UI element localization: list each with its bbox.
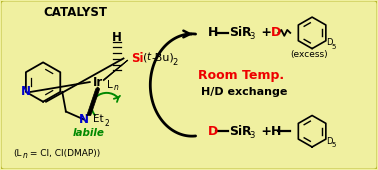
Text: Room Temp.: Room Temp. [198,69,284,82]
Text: Si: Si [132,52,144,65]
Text: H: H [270,125,281,138]
Text: R: R [242,125,251,138]
Text: D: D [326,38,333,47]
Text: (L: (L [13,149,22,158]
Text: H/D exchange: H/D exchange [201,87,287,97]
Text: CATALYST: CATALYST [44,6,108,19]
Text: 3: 3 [249,32,255,41]
Text: +: + [257,26,271,39]
Text: N: N [79,113,89,126]
Text: D: D [208,125,218,138]
Text: Si: Si [229,26,242,39]
Text: t: t [146,53,150,62]
Text: D: D [326,137,333,146]
Text: 5: 5 [332,44,336,50]
Text: (: ( [143,53,148,62]
Text: H: H [208,26,218,39]
Text: n: n [22,151,27,160]
Text: H: H [112,31,121,44]
Text: +: + [257,125,271,138]
Text: 2: 2 [105,119,109,128]
Text: 2: 2 [172,58,177,67]
Text: 5: 5 [332,142,336,148]
Text: Si: Si [229,125,242,138]
Text: N: N [21,85,31,98]
Text: 3: 3 [249,131,255,140]
Text: L: L [107,80,112,90]
Text: -Bu): -Bu) [151,53,174,62]
Text: (excess): (excess) [290,50,328,59]
Text: Et: Et [93,114,103,124]
Text: Ir: Ir [93,75,103,89]
Text: D: D [270,26,280,39]
Text: labile: labile [73,128,105,138]
Text: = Cl, Cl(DMAP)): = Cl, Cl(DMAP)) [27,149,101,158]
Text: R: R [242,26,251,39]
Text: n: n [113,83,118,92]
Polygon shape [87,87,100,115]
